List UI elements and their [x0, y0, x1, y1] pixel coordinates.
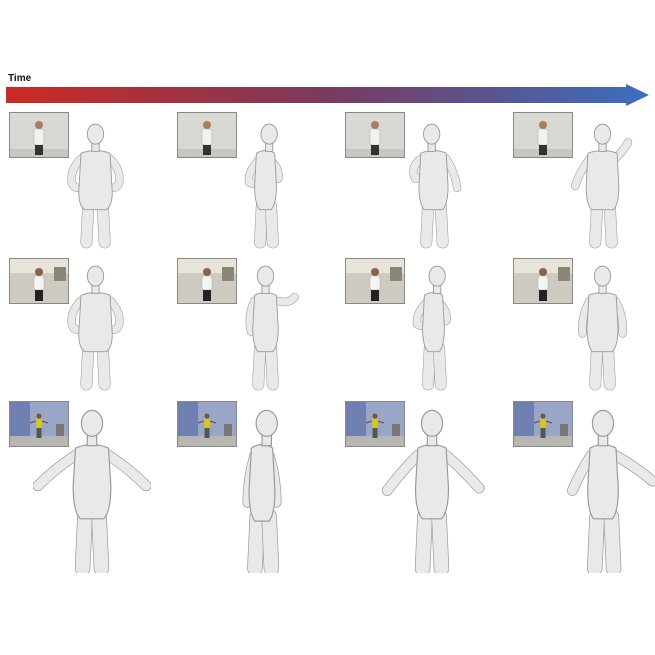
input-frame-thumbnail [9, 401, 69, 447]
input-frame-thumbnail [345, 112, 405, 158]
reconstructed-mesh-figure [50, 264, 141, 397]
reconstructed-mesh-figure [220, 264, 311, 397]
input-frame-thumbnail [177, 401, 237, 447]
reconstructed-mesh-figure [544, 408, 655, 578]
reconstructed-mesh-figure [388, 122, 479, 255]
reconstructed-mesh-figure [557, 122, 648, 255]
reconstructed-mesh-figure [373, 408, 491, 578]
input-frame-thumbnail [9, 112, 69, 158]
reconstructed-mesh-figure [220, 122, 311, 255]
input-frame-thumbnail [513, 112, 573, 158]
input-frame-thumbnail [345, 401, 405, 447]
time-axis-label: Time [8, 73, 32, 84]
time-arrow [6, 84, 649, 106]
input-frame-thumbnail [513, 401, 573, 447]
input-frame-thumbnail [177, 258, 237, 304]
input-frame-thumbnail [513, 258, 573, 304]
reconstructed-mesh-figure [50, 122, 141, 255]
reconstructed-mesh-figure [388, 264, 479, 397]
input-frame-thumbnail [177, 112, 237, 158]
reconstructed-mesh-figure [203, 408, 321, 578]
reconstructed-mesh-figure [32, 408, 152, 578]
reconstructed-mesh-figure [557, 264, 648, 397]
input-frame-thumbnail [9, 258, 69, 304]
input-frame-thumbnail [345, 258, 405, 304]
